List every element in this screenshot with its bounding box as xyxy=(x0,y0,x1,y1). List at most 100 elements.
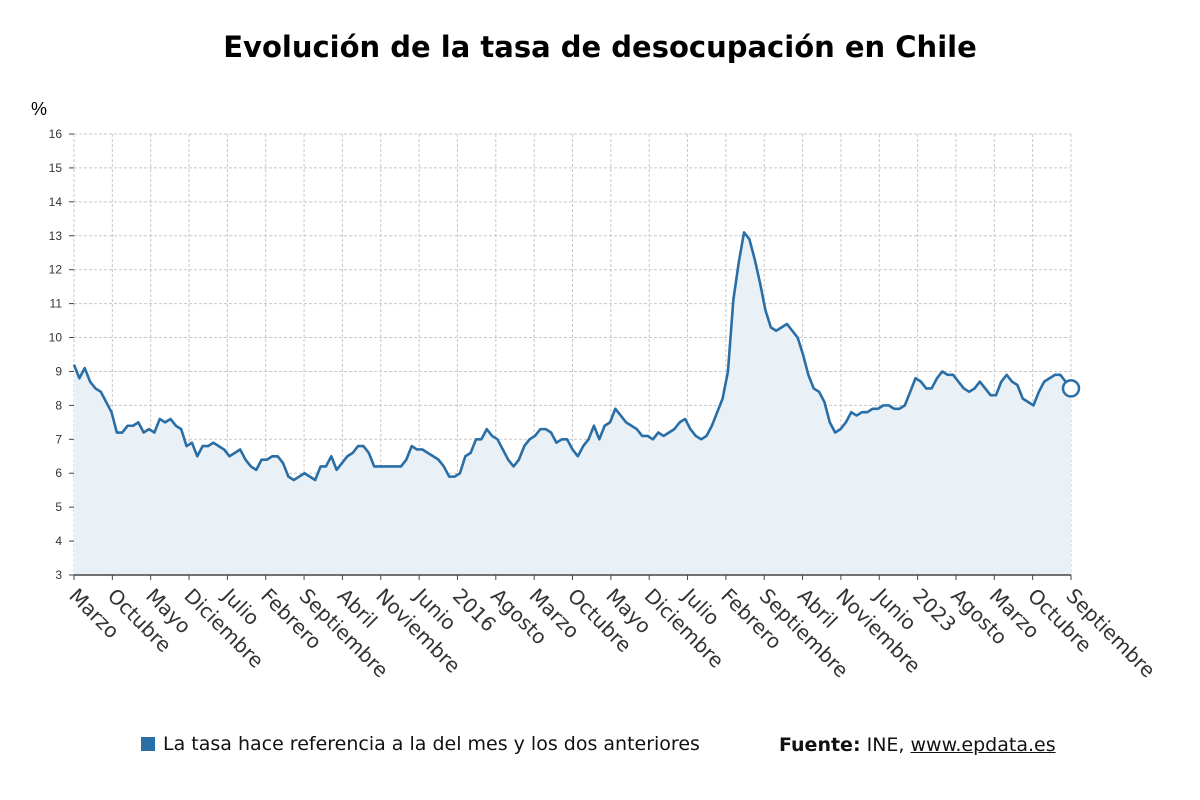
data-point xyxy=(356,444,360,448)
source-label: Fuente: xyxy=(779,734,861,756)
y-tick-label: 6 xyxy=(55,466,62,480)
data-point xyxy=(495,437,499,441)
data-point xyxy=(597,437,601,441)
data-point xyxy=(619,414,623,418)
data-point xyxy=(565,437,569,441)
data-point xyxy=(222,447,226,451)
data-point xyxy=(260,458,264,462)
data-point xyxy=(324,464,328,468)
data-point xyxy=(839,427,843,431)
data-point xyxy=(930,386,934,390)
data-point xyxy=(672,427,676,431)
data-point xyxy=(608,420,612,424)
data-point xyxy=(447,475,451,479)
data-point xyxy=(763,308,767,312)
data-point xyxy=(855,414,859,418)
data-point xyxy=(629,424,633,428)
data-point xyxy=(581,444,585,448)
data-point xyxy=(201,444,205,448)
source-note: Fuente: INE, www.epdata.es xyxy=(779,734,1056,756)
data-point xyxy=(1005,373,1009,377)
data-point xyxy=(940,369,944,373)
data-point xyxy=(110,410,114,414)
legend: La tasa hace referencia a la del mes y l… xyxy=(141,733,700,755)
data-point xyxy=(99,390,103,394)
data-point xyxy=(587,437,591,441)
data-point xyxy=(458,471,462,475)
data-point xyxy=(737,261,741,265)
data-point xyxy=(233,451,237,455)
data-point xyxy=(796,336,800,340)
data-point xyxy=(335,468,339,472)
y-tick-label: 9 xyxy=(55,364,62,378)
x-tick-label: 2016 xyxy=(448,584,501,637)
data-point xyxy=(694,434,698,438)
data-point xyxy=(372,464,376,468)
data-point xyxy=(769,325,773,329)
data-point xyxy=(576,454,580,458)
y-tick-label: 14 xyxy=(49,195,63,209)
data-point xyxy=(742,230,746,234)
data-point xyxy=(431,454,435,458)
data-point xyxy=(962,386,966,390)
last-point-marker[interactable] xyxy=(1061,379,1081,398)
data-point xyxy=(517,458,521,462)
data-point xyxy=(897,407,901,411)
data-point xyxy=(688,427,692,431)
data-point xyxy=(302,471,306,475)
data-point xyxy=(646,434,650,438)
data-point xyxy=(195,454,199,458)
data-point xyxy=(436,458,440,462)
data-point xyxy=(185,444,189,448)
data-point xyxy=(308,475,312,479)
data-point xyxy=(399,464,403,468)
data-point xyxy=(404,458,408,462)
data-point xyxy=(731,298,735,302)
data-point xyxy=(914,376,918,380)
data-point xyxy=(367,451,371,455)
data-point xyxy=(935,376,939,380)
data-point xyxy=(533,434,537,438)
data-point xyxy=(378,464,382,468)
data-point xyxy=(801,353,805,357)
data-point xyxy=(662,434,666,438)
area-fill xyxy=(74,232,1071,575)
data-point xyxy=(1031,403,1035,407)
data-point xyxy=(1021,397,1025,401)
data-point xyxy=(544,427,548,431)
data-point xyxy=(506,458,510,462)
data-point xyxy=(919,380,923,384)
data-point xyxy=(1015,383,1019,387)
data-point xyxy=(136,420,140,424)
data-point xyxy=(613,407,617,411)
data-point xyxy=(876,407,880,411)
data-point xyxy=(147,427,151,431)
data-point xyxy=(383,464,387,468)
data-point xyxy=(410,444,414,448)
data-point xyxy=(554,441,558,445)
data-point xyxy=(753,258,757,262)
data-point xyxy=(142,431,146,435)
data-point xyxy=(780,325,784,329)
data-point xyxy=(211,441,215,445)
y-tick-label: 15 xyxy=(49,161,63,175)
data-point xyxy=(126,424,130,428)
source-link[interactable]: www.epdata.es xyxy=(910,734,1056,756)
data-point xyxy=(844,420,848,424)
y-tick-label: 13 xyxy=(49,229,63,243)
data-point xyxy=(705,434,709,438)
data-point xyxy=(329,454,333,458)
data-point xyxy=(227,454,231,458)
data-point xyxy=(924,386,928,390)
data-point xyxy=(1037,390,1041,394)
data-point xyxy=(549,431,553,435)
data-point xyxy=(849,410,853,414)
data-point xyxy=(710,424,714,428)
data-point xyxy=(538,427,542,431)
data-point xyxy=(903,403,907,407)
data-point xyxy=(651,437,655,441)
data-point xyxy=(833,431,837,435)
data-point xyxy=(828,420,832,424)
data-point xyxy=(989,393,993,397)
